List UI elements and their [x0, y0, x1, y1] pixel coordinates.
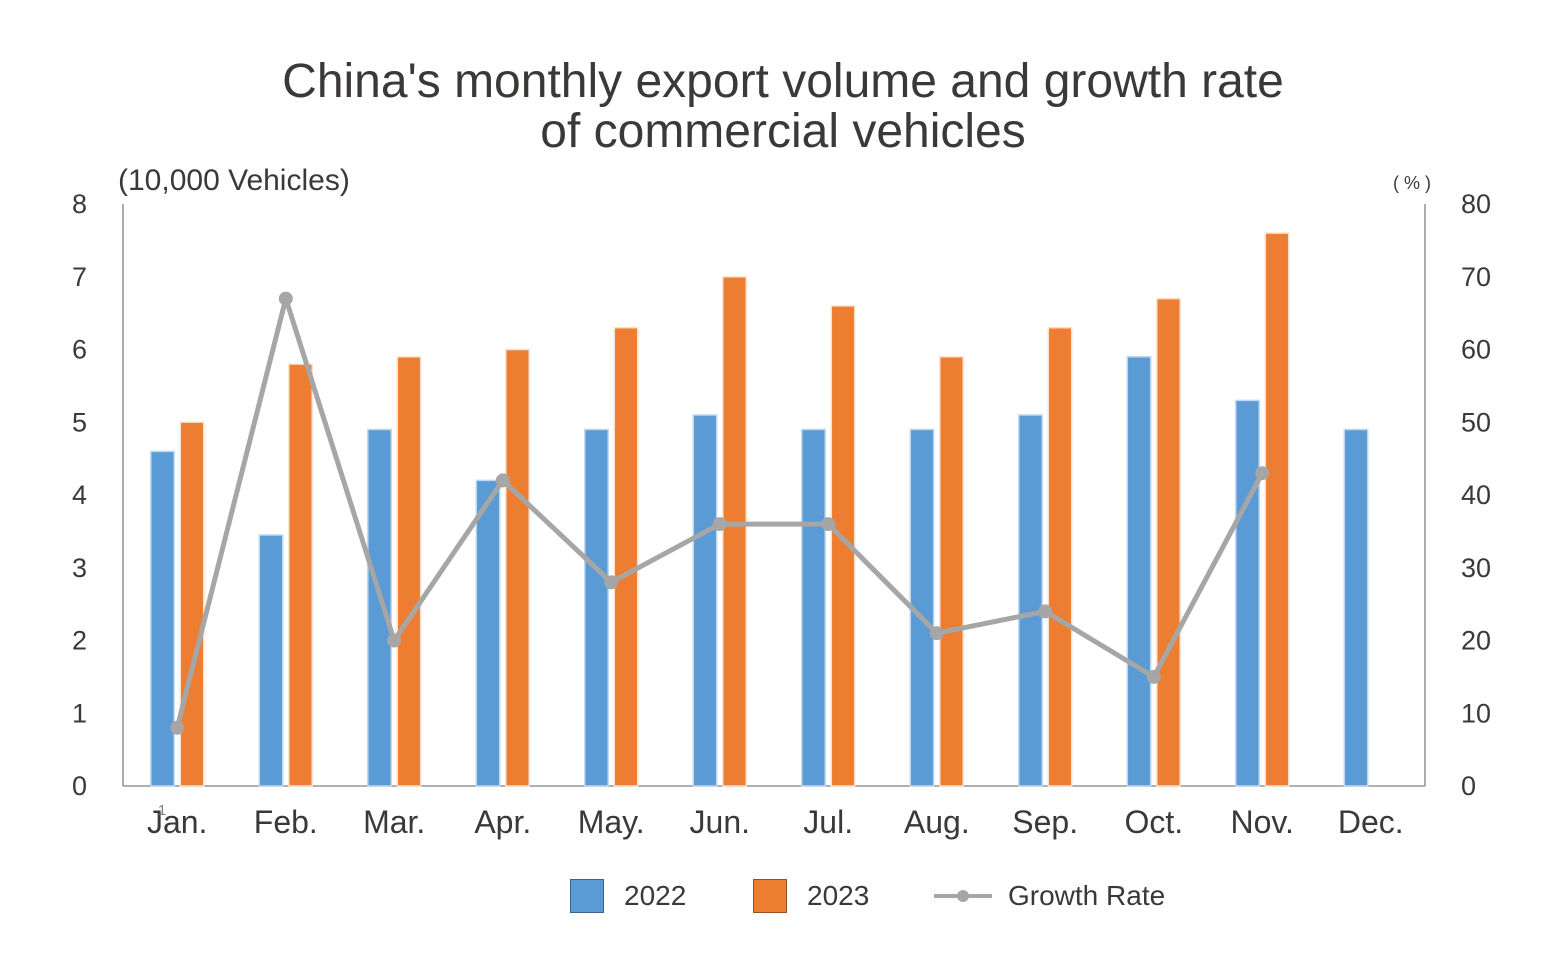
svg-text:5: 5 — [72, 407, 87, 437]
svg-text:Aug.: Aug. — [904, 804, 970, 840]
svg-text:Sep.: Sep. — [1012, 804, 1078, 840]
svg-text:Mar.: Mar. — [363, 804, 425, 840]
svg-text:4: 4 — [72, 480, 87, 510]
svg-text:Jul.: Jul. — [803, 804, 853, 840]
svg-text:Dec.: Dec. — [1338, 804, 1404, 840]
svg-text:0: 0 — [72, 771, 87, 801]
svg-text:20: 20 — [1461, 626, 1491, 656]
svg-text:0: 0 — [1461, 771, 1476, 801]
svg-text:6: 6 — [72, 335, 87, 365]
svg-text:Jan.: Jan. — [147, 804, 207, 840]
svg-text:2: 2 — [72, 626, 87, 656]
svg-text:Feb.: Feb. — [254, 804, 318, 840]
svg-text:8: 8 — [72, 189, 87, 219]
svg-text:1: 1 — [72, 698, 87, 728]
svg-text:60: 60 — [1461, 335, 1491, 365]
svg-text:Oct.: Oct. — [1124, 804, 1183, 840]
svg-text:30: 30 — [1461, 553, 1491, 583]
svg-text:May.: May. — [578, 804, 645, 840]
svg-text:Apr.: Apr. — [474, 804, 531, 840]
svg-text:10: 10 — [1461, 698, 1491, 728]
svg-text:1: 1 — [158, 802, 166, 819]
svg-text:40: 40 — [1461, 480, 1491, 510]
svg-text:Jun.: Jun. — [690, 804, 750, 840]
svg-text:Nov.: Nov. — [1230, 804, 1293, 840]
svg-text:3: 3 — [72, 553, 87, 583]
svg-text:7: 7 — [72, 262, 87, 292]
svg-text:70: 70 — [1461, 262, 1491, 292]
svg-text:80: 80 — [1461, 189, 1491, 219]
svg-text:50: 50 — [1461, 407, 1491, 437]
